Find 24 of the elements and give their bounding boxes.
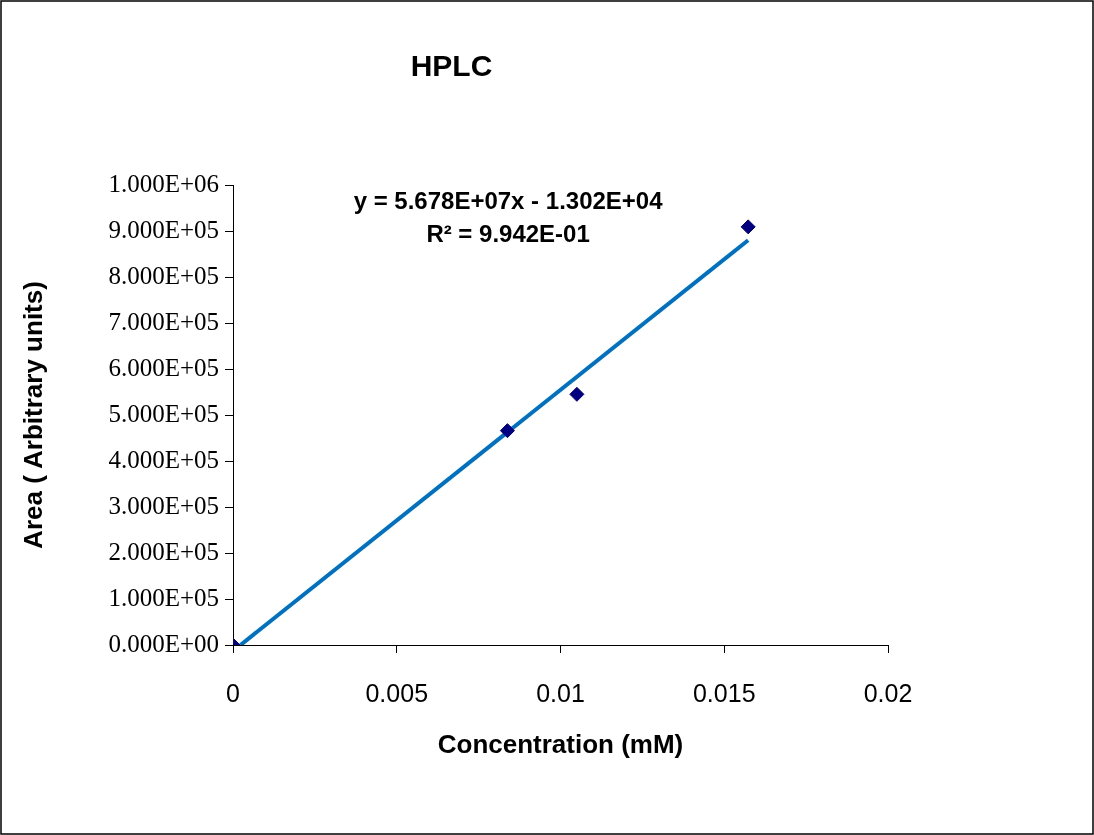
x-tick-label: 0.005 xyxy=(365,678,429,707)
x-tick-label: 0.01 xyxy=(536,678,585,707)
y-tick-label: 1.000E+06 xyxy=(108,169,219,197)
point xyxy=(740,219,756,235)
y-tick-label: 2.000E+05 xyxy=(108,537,219,565)
x-tick-label: 0.015 xyxy=(692,678,756,707)
y-tick-label: 7.000E+05 xyxy=(108,307,219,335)
point xyxy=(569,386,585,402)
y-tick-label: 8.000E+05 xyxy=(108,261,219,289)
y-tick-label: 9.000E+05 xyxy=(108,215,219,243)
y-tick-label: 6.000E+05 xyxy=(108,353,219,381)
chart-title: HPLC xyxy=(410,49,493,83)
y-tick-label: 4.000E+05 xyxy=(108,445,219,473)
y-tick-label: 1.000E+05 xyxy=(108,583,219,611)
x-axis-title: Concentration (mM) xyxy=(437,728,684,759)
annotation: R² = 9.942E-01 xyxy=(426,219,590,247)
y-tick-label: 0.000E+00 xyxy=(108,629,219,657)
annotation: y = 5.678E+07x - 1.302E+04 xyxy=(353,186,664,214)
x-tick-label: 0.02 xyxy=(863,678,913,707)
y-tick-label: 5.000E+05 xyxy=(108,399,219,427)
point xyxy=(499,423,515,439)
y-tick-label: 3.000E+05 xyxy=(108,491,219,519)
y-axis-title: Area ( Arbitrary units) xyxy=(17,281,48,549)
x-tick-label: 0 xyxy=(226,678,240,707)
